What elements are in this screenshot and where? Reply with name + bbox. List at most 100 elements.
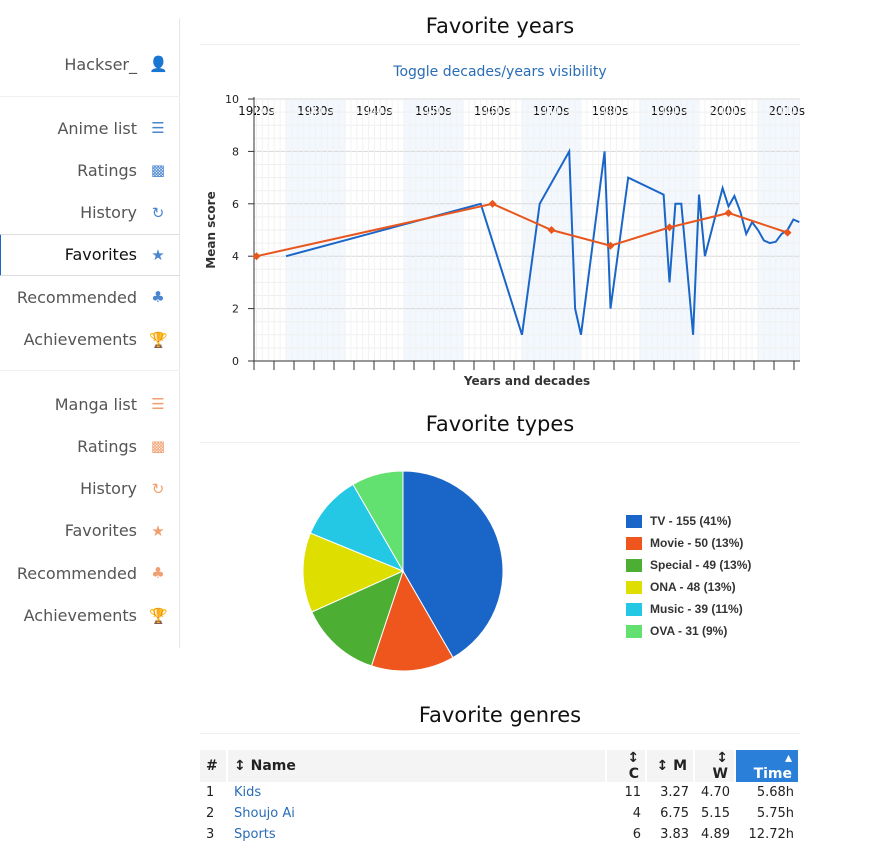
sidebar-item-label: Achievements — [23, 606, 137, 625]
toggle-decades-link[interactable]: Toggle decades/years visibility — [393, 64, 607, 80]
chart-bars-icon: ▩ — [150, 437, 166, 456]
sidebar-item-label: Anime list — [57, 118, 137, 138]
legend-item[interactable]: OVA - 31 (9%) — [626, 620, 751, 642]
sidebar-item-favorites[interactable]: Favorites ★ — [0, 510, 179, 552]
col-mean[interactable]: ↕︎ M — [647, 750, 696, 782]
data-point — [488, 199, 497, 208]
sidebar-item-achievements[interactable]: Achievements 🏆 — [0, 595, 179, 637]
y-tick-label: 8 — [232, 145, 239, 158]
sidebar-item-label: History — [80, 479, 137, 499]
legend-swatch — [626, 602, 642, 616]
data-point — [724, 208, 733, 217]
username: Hackser_ — [64, 54, 137, 74]
y-tick-label: 0 — [232, 355, 239, 368]
sidebar-item-label: Recommended — [16, 287, 137, 307]
sidebar-item-history[interactable]: History ↻ — [0, 468, 179, 510]
cell: 6 — [632, 827, 642, 842]
genre-link[interactable]: Sports — [234, 827, 276, 842]
y-tick-label: 4 — [232, 250, 239, 263]
decade-label: 2000s — [709, 104, 746, 118]
legend-swatch — [626, 558, 642, 572]
genre-link[interactable]: Shoujo Ai — [234, 806, 295, 821]
favorite-genres-title: Favorite genres — [200, 703, 800, 734]
sidebar-item-label: Favorites — [64, 245, 137, 265]
y-tick-label: 10 — [225, 93, 239, 106]
sidebar-item-recommended[interactable]: Recommended ♣ — [0, 276, 179, 318]
cell: 3.27 — [660, 785, 690, 800]
sidebar-item-history[interactable]: History ↻ — [0, 192, 179, 234]
cell: 5.75h — [756, 806, 794, 821]
data-point — [252, 252, 261, 261]
sidebar-item-recommended[interactable]: Recommended ♣ — [0, 552, 179, 594]
y-axis-label: Mean score — [204, 191, 218, 268]
user-icon: 👤 — [149, 55, 168, 73]
legend-label: ONA - 48 (13%) — [650, 580, 736, 594]
col-count[interactable]: ↕︎ C — [607, 750, 648, 782]
cell: 5.68h — [756, 785, 794, 800]
rank: 3 — [206, 827, 215, 842]
col-label: W — [712, 766, 728, 782]
rank: 1 — [206, 785, 215, 800]
trophy-icon: 🏆 — [149, 330, 168, 349]
sidebar-item-label: Ratings — [77, 160, 137, 180]
cell: 5.15 — [701, 806, 730, 821]
legend-label: Movie - 50 (13%) — [650, 536, 744, 550]
legend-item[interactable]: ONA - 48 (13%) — [626, 576, 751, 598]
sidebar-item-achievements[interactable]: Achievements 🏆 — [0, 319, 179, 361]
pie-slice — [302, 532, 405, 613]
favorite-types-title: Favorite types — [200, 412, 800, 443]
cell: 6.75 — [660, 806, 690, 821]
cell: 4.70 — [701, 785, 730, 800]
data-point — [606, 241, 615, 250]
x-axis-label: Years and decades — [463, 374, 590, 388]
pie-slice — [370, 569, 454, 672]
history-icon: ↻ — [151, 479, 165, 498]
data-point — [665, 223, 674, 232]
pie-legend: TV - 155 (41%) Movie - 50 (13%) Special - … — [626, 510, 751, 642]
col-label: Time — [753, 766, 792, 782]
sidebar-item-ratings[interactable]: Ratings ▩ — [0, 149, 179, 191]
legend-item[interactable]: TV - 155 (41%) — [626, 510, 751, 532]
legend-swatch — [626, 536, 642, 550]
list-icon: ☰ — [151, 119, 165, 137]
col-label: Name — [250, 758, 296, 774]
legend-item[interactable]: Movie - 50 (13%) — [626, 532, 751, 554]
decade-label: 2010s — [768, 104, 805, 118]
history-icon: ↻ — [151, 203, 165, 222]
pie-slice — [352, 470, 404, 573]
star-icon: ★ — [151, 521, 165, 540]
favorite-types-pie — [302, 470, 504, 672]
divider — [0, 96, 180, 97]
col-time[interactable]: ▴ Time — [736, 750, 800, 782]
genre-link[interactable]: Kids — [234, 785, 262, 800]
sidebar-item-anime-list[interactable]: Anime list ☰ — [0, 107, 179, 149]
trophy-icon: 🏆 — [149, 606, 168, 625]
pie-slice — [402, 470, 504, 659]
cell: 11 — [624, 785, 642, 800]
legend-label: Music - 39 (11%) — [650, 602, 743, 616]
list-icon: ☰ — [151, 395, 165, 413]
legend-item[interactable]: Music - 39 (11%) — [626, 598, 751, 620]
legend-item[interactable]: Special - 49 (13%) — [626, 554, 751, 576]
col-weighted[interactable]: ↕︎ W — [695, 750, 736, 782]
sidebar-item-label: Recommended — [16, 563, 137, 583]
star-icon: ★ — [151, 245, 165, 264]
cell: 4.89 — [701, 827, 730, 842]
decade-label: 1990s — [650, 104, 687, 118]
sidebar-item-manga-list[interactable]: Manga list ☰ — [0, 383, 179, 425]
col-rank: # — [200, 750, 228, 782]
cell: 12.72h — [748, 827, 794, 842]
col-label: M — [673, 758, 688, 774]
cell: 4 — [632, 806, 642, 821]
table-row: 3 Sports 6 3.83 4.89 12.72h — [200, 824, 800, 845]
y-tick-label: 2 — [232, 303, 239, 316]
col-name[interactable]: ↕︎ Name — [228, 750, 608, 782]
recommend-icon: ♣ — [151, 288, 165, 307]
sidebar-item-favorites[interactable]: Favorites ★ — [0, 233, 179, 276]
user-profile-link[interactable]: Hackser_ 👤 — [0, 43, 179, 85]
legend-swatch — [626, 624, 642, 638]
sidebar-item-ratings[interactable]: Ratings ▩ — [0, 425, 179, 467]
sidebar-item-label: Ratings — [77, 436, 137, 456]
divider — [0, 370, 180, 371]
sidebar-item-label: Achievements — [23, 330, 137, 349]
